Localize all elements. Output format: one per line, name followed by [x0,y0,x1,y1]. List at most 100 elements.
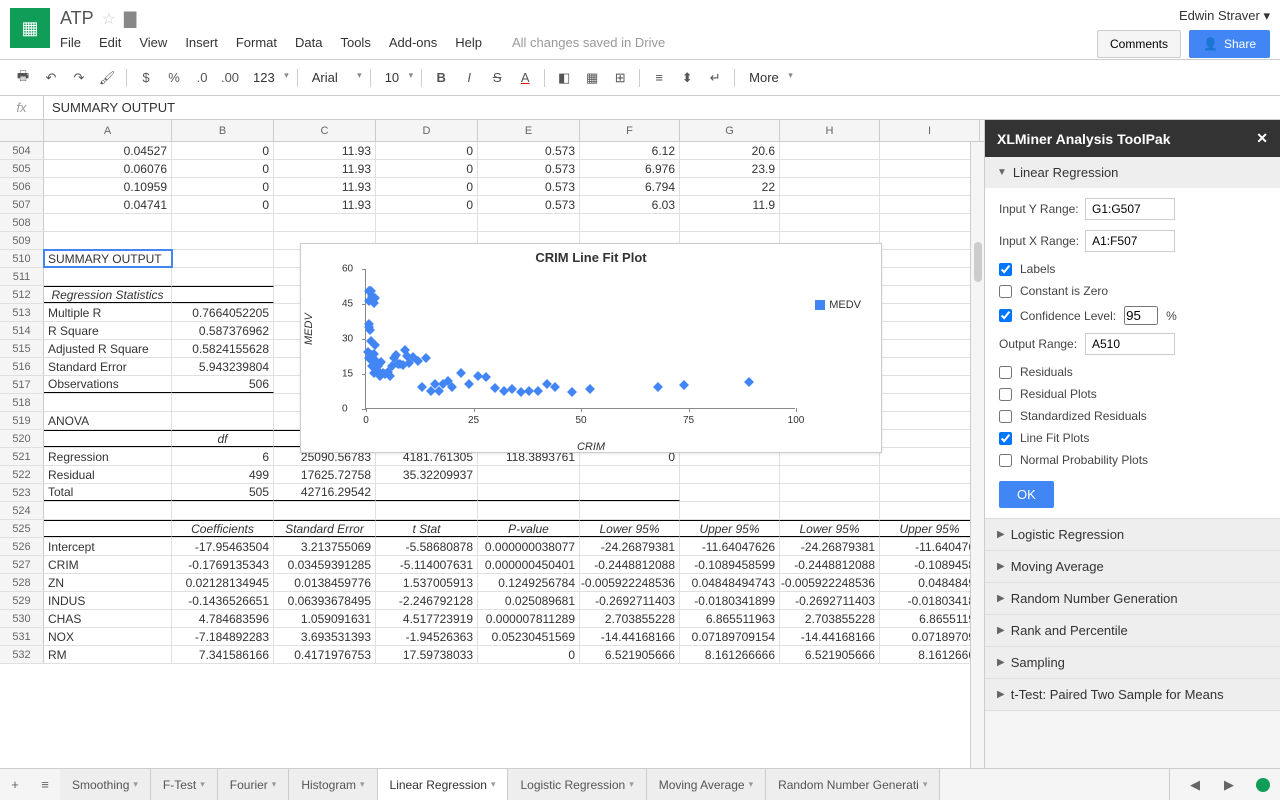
input-x-range[interactable] [1085,230,1175,252]
col-header[interactable]: F [580,120,680,141]
row-header[interactable]: 532 [0,646,44,663]
cell[interactable]: 506 [172,376,274,393]
text-color-icon[interactable]: A [512,65,538,91]
row-header[interactable]: 526 [0,538,44,555]
sheet-tab[interactable]: Random Number Generati▾ [766,769,940,800]
cell[interactable]: 0 [376,160,478,177]
sp-section-hdr[interactable]: ▶t-Test: Paired Two Sample for Means [985,679,1280,710]
cell[interactable] [880,430,980,447]
cell[interactable]: 6.865511963 [680,610,780,627]
formula-input[interactable]: SUMMARY OUTPUT [44,100,1280,115]
cell[interactable]: -0.01803418 [880,592,980,609]
bold-icon[interactable]: B [428,65,454,91]
cell[interactable]: 0.573 [478,142,580,159]
cell[interactable] [478,484,580,501]
cell[interactable] [880,448,980,465]
cell[interactable] [44,214,172,231]
currency-icon[interactable]: $ [133,65,159,91]
cell[interactable]: -11.640476 [880,538,980,555]
row-header[interactable]: 516 [0,358,44,375]
sheet-tab[interactable]: Histogram▾ [289,769,377,800]
cell[interactable] [44,520,172,537]
row-header[interactable]: 504 [0,142,44,159]
cell[interactable] [680,502,780,519]
cell[interactable]: 3.213755069 [274,538,376,555]
cell[interactable] [376,214,478,231]
redo-icon[interactable]: ↷ [66,65,92,91]
cell[interactable]: 0.05230451569 [478,628,580,645]
cell[interactable]: 6.8655119 [880,610,980,627]
cell[interactable] [880,250,980,267]
cell[interactable] [478,502,580,519]
cell[interactable]: Total [44,484,172,501]
cell[interactable]: -0.1436526651 [172,592,274,609]
cell[interactable]: 0.0484849 [880,574,980,591]
cell[interactable] [172,214,274,231]
row-header[interactable]: 513 [0,304,44,321]
cell[interactable]: CHAS [44,610,172,627]
cell[interactable] [880,502,980,519]
cell[interactable]: 0.1249256784 [478,574,580,591]
cell[interactable]: Standard Error [44,358,172,375]
cell[interactable]: 0 [376,142,478,159]
menu-edit[interactable]: Edit [99,35,121,50]
row-header[interactable]: 519 [0,412,44,429]
row-header[interactable]: 507 [0,196,44,213]
menu-view[interactable]: View [139,35,167,50]
sp-section-hdr[interactable]: ▶Sampling [985,647,1280,678]
cell[interactable]: 0.06076 [44,160,172,177]
doc-title[interactable]: ATP [60,8,94,29]
undo-icon[interactable]: ↶ [38,65,64,91]
cell[interactable]: 0.573 [478,196,580,213]
print-icon[interactable]: 🖶 [10,65,36,91]
cell[interactable]: 0.573 [478,178,580,195]
cell[interactable]: 1.537005913 [376,574,478,591]
cell[interactable]: 17.59738033 [376,646,478,663]
add-sheet-button[interactable]: + [0,770,30,800]
cell[interactable]: ANOVA [44,412,172,429]
cell[interactable]: 6.521905666 [580,646,680,663]
col-header[interactable]: H [780,120,880,141]
cell[interactable]: Regression [44,448,172,465]
conf-level-input[interactable] [1124,306,1158,325]
cell[interactable] [478,214,580,231]
cell[interactable]: 0.000000450401 [478,556,580,573]
cell[interactable]: 35.32209937 [376,466,478,483]
cell[interactable]: 0.000007811289 [478,610,580,627]
cell[interactable]: 0.10959 [44,178,172,195]
cell[interactable]: -0.2448812088 [780,556,880,573]
cell[interactable]: 0.7664052205 [172,304,274,321]
sp-section-hdr[interactable]: ▼Linear Regression [985,157,1280,188]
chart-overlay[interactable]: CRIM Line Fit Plot MEDV 0153045600255075… [300,243,882,453]
row-header[interactable]: 509 [0,232,44,249]
labels-chk[interactable] [999,263,1012,276]
cell[interactable] [780,160,880,177]
cell[interactable]: -24.26879381 [780,538,880,555]
cell[interactable] [780,214,880,231]
increase-decimal-icon[interactable]: .00 [217,65,243,91]
cell[interactable]: -14.44168166 [580,628,680,645]
cell[interactable]: 2.703855228 [780,610,880,627]
cell[interactable] [880,286,980,303]
sp-section-hdr[interactable]: ▶Random Number Generation [985,583,1280,614]
cell[interactable]: 0 [172,160,274,177]
cell[interactable]: 0.04741 [44,196,172,213]
user-name[interactable]: Edwin Straver ▾ [1179,8,1270,24]
row-header[interactable]: 505 [0,160,44,177]
cell[interactable] [376,484,478,501]
cell[interactable]: df [172,430,274,447]
residuals-chk[interactable] [999,366,1012,379]
sheet-tab[interactable]: Moving Average▾ [647,769,766,800]
cell[interactable]: 0.025089681 [478,592,580,609]
cell[interactable] [44,502,172,519]
cell[interactable] [376,502,478,519]
row-header[interactable]: 530 [0,610,44,627]
cell[interactable]: 0.000000038077 [478,538,580,555]
output-range-input[interactable] [1085,333,1175,355]
cell[interactable] [172,412,274,429]
sp-section-hdr[interactable]: ▶Logistic Regression [985,519,1280,550]
paint-format-icon[interactable]: 🖌 [94,65,120,91]
cell[interactable] [880,358,980,375]
vertical-scrollbar[interactable] [970,142,984,768]
col-header[interactable]: G [680,120,780,141]
